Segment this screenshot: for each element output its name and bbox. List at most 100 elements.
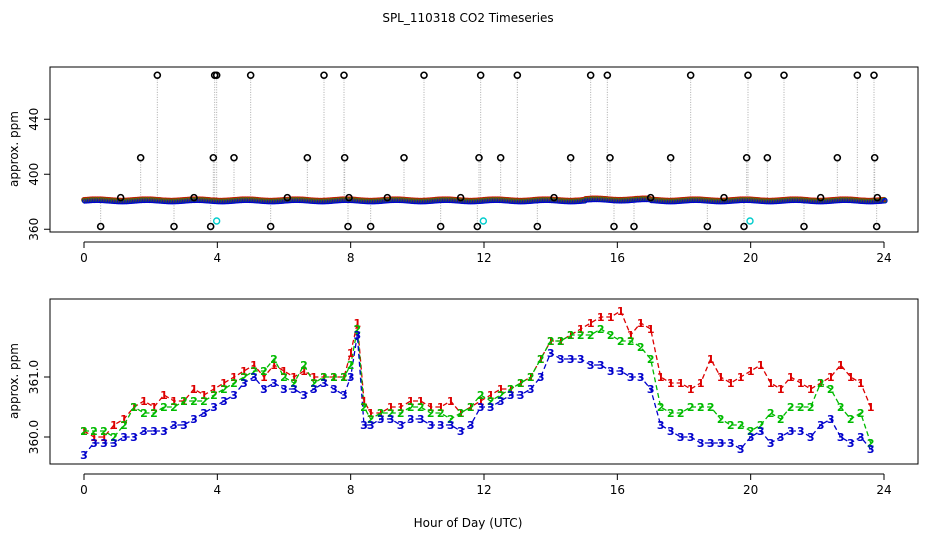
top-outlier-point [872,222,881,231]
top-outlier-point [780,71,788,80]
bottom-series-1-marker: 1 [140,395,148,408]
bottom-series-2-marker: 2 [677,407,685,420]
bottom-series-1-marker: 1 [354,317,362,330]
top-outlier-point [170,222,178,231]
bottom-series-2-marker: 2 [727,419,735,432]
top-plot-frame [49,66,919,233]
bottom-series-1-marker: 1 [397,401,405,414]
top-outlier-point [720,193,728,202]
bottom-series-3-marker: 3 [130,431,138,444]
bottom-series-1-marker: 1 [100,431,108,444]
bottom-series-3-marker: 3 [270,377,278,390]
bottom-series-3-marker: 3 [687,431,695,444]
bottom-series-3-marker: 3 [857,431,865,444]
bottom-series-3-marker: 3 [360,419,368,432]
bottom-series-1-marker: 1 [557,335,565,348]
bottom-series-3-marker: 3 [110,437,118,450]
bottom-series-1-marker: 1 [377,407,385,420]
bottom-series-1-marker: 1 [747,365,755,378]
top-outlier-point [666,153,675,162]
bottom-series-1-marker: 1 [210,383,218,396]
bottom-series-1-marker: 1 [367,407,375,420]
bottom-series-1-marker: 1 [817,377,825,390]
bottom-series-1-marker: 1 [120,413,128,426]
top-outlier-point [550,193,558,202]
bottom-series-2-marker: 2 [110,431,118,444]
bottom-series-2-marker: 2 [290,377,298,390]
bottom-series-3-marker: 3 [487,401,495,414]
bottom-series-2-marker: 2 [637,341,645,354]
bottom-series-3-marker: 3 [280,383,288,396]
bottom-series-1-marker: 1 [190,383,198,396]
top-outlier-point [603,71,612,80]
bottom-series-2-marker: 2 [857,407,865,420]
bottom-series-1-marker: 1 [497,383,505,396]
bottom-series-1-marker: 1 [547,335,555,348]
bottom-series-3-marker: 3 [807,431,815,444]
bottom-series-3-marker: 3 [397,419,405,432]
top-outlier-point [246,71,255,80]
top-outlier-point [456,193,465,202]
top-outlier-point [646,193,655,202]
bottom-series-1-marker: 1 [417,395,425,408]
bottom-series-2-marker: 2 [260,365,268,378]
top-x-tick-label: 16 [610,251,625,265]
bottom-series-3-marker: 3 [697,437,705,450]
top-outlier-point [136,153,145,162]
bottom-series-2-marker: 2 [387,407,395,420]
top-x-tick-label: 20 [743,251,758,265]
bottom-series-3-marker: 3 [847,437,855,450]
bottom-x-tick-label: 20 [743,483,758,497]
bottom-series-1-marker: 1 [300,365,308,378]
bottom-series-3-marker: 3 [727,437,735,450]
bottom-series-2-marker: 2 [310,377,318,390]
top-outlier-point [230,153,238,162]
bottom-series-3-marker: 3 [607,365,615,378]
top-outlier-point [320,71,328,80]
top-outlier-point [383,193,392,202]
bottom-series-3-marker: 3 [527,383,535,396]
bottom-series-3-marker: 3 [170,419,178,432]
bottom-series-3-marker: 3 [677,431,685,444]
bottom-series-2-marker: 2 [547,335,555,348]
bottom-series-2-marker: 2 [717,413,725,426]
bottom-series-2-marker: 2 [220,383,228,396]
bottom-series-3-marker: 3 [320,377,328,390]
bottom-x-axis: 0 4 8 12 16 20 24 [80,473,892,497]
bottom-series-3-marker: 3 [140,425,148,438]
bottom-series-1-marker: 1 [677,377,685,390]
bottom-series-2-marker: 2 [140,407,148,420]
bottom-series-2-marker: 2 [280,371,288,384]
top-cyan-point [479,217,488,225]
bottom-series-1-marker: 1 [537,353,545,366]
top-y-tick-label: 400 [27,163,41,186]
bottom-series-1-marker: 1 [657,371,665,384]
bottom-series-2-marker: 2 [737,419,745,432]
bottom-series-2-marker: 2 [837,401,845,414]
bottom-series-3-marker: 3 [467,419,475,432]
bottom-series-1-marker: 1 [697,377,705,390]
bottom-series-2-marker: 2 [867,437,875,450]
bottom-series-3-marker: 3 [240,377,248,390]
bottom-series-2-marker: 2 [807,401,815,414]
bottom-series-2-marker: 2 [90,425,98,438]
top-x-tick-label: 24 [876,251,891,265]
top-data-layer [81,71,888,231]
bottom-series-2-marker: 2 [757,419,765,432]
bottom-series-2-marker: 2 [320,371,328,384]
top-outlier-point [340,71,348,80]
bottom-series-1-marker: 1 [827,371,835,384]
bottom-series-2-marker: 2 [567,329,575,342]
bottom-series-1-marker: 1 [717,371,725,384]
bottom-series-2-marker: 2 [270,353,278,366]
top-outlier-point [870,153,879,162]
bottom-series-2-marker: 2 [354,323,362,336]
bottom-series-1-marker: 1 [597,311,605,324]
bottom-series-2-marker: 2 [397,407,405,420]
bottom-x-tick-label: 24 [876,483,891,497]
bottom-series-2-marker: 2 [497,389,505,402]
top-outlier-point [420,71,428,80]
bottom-series-2-marker: 2 [150,407,158,420]
bottom-series-2-marker: 2 [487,395,495,408]
bottom-series-3-marker: 3 [537,371,545,384]
